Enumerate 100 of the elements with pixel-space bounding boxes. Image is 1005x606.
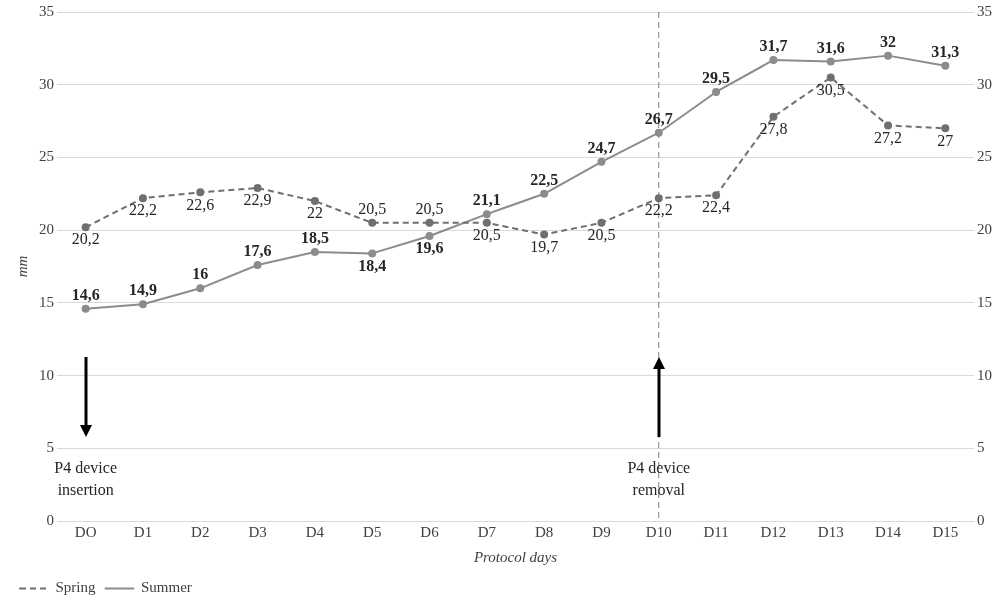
data-label: 29,5 [702, 69, 731, 87]
x-tick-label: D15 [932, 523, 959, 540]
data-label: 20,5 [358, 200, 387, 218]
data-label: 32 [880, 32, 897, 50]
data-label: 27 [937, 131, 954, 149]
data-label: 20,2 [71, 230, 100, 248]
point [941, 124, 950, 133]
data-label: 31,7 [759, 37, 788, 55]
legend-label: Summer [141, 579, 192, 596]
y2-tick-label: 10 [977, 366, 992, 383]
data-label: 17,6 [243, 242, 272, 260]
data-label: 22,2 [644, 201, 673, 219]
y-tick-label: 25 [39, 148, 54, 165]
point [138, 300, 147, 309]
data-label: 22,2 [128, 201, 157, 219]
y-tick-label: 15 [39, 293, 54, 310]
data-label: 27,8 [759, 119, 788, 137]
y-tick-label: 10 [39, 366, 54, 383]
y-tick-label: 30 [39, 75, 54, 92]
y2-tick-label: 0 [977, 511, 985, 528]
point [81, 223, 90, 232]
point [712, 191, 721, 200]
data-label: 19,6 [415, 239, 444, 257]
x-tick-label: D4 [305, 523, 325, 540]
point [826, 57, 835, 66]
y-tick-label: 0 [46, 511, 54, 528]
data-label: 14,9 [128, 281, 157, 299]
y2-tick-label: 15 [977, 293, 992, 310]
point [253, 261, 262, 270]
x-tick-label: D9 [592, 523, 611, 540]
x-tick-label: D1 [133, 523, 153, 540]
annotation: P4 device insertion [54, 459, 117, 499]
data-label: 20,5 [587, 226, 616, 244]
x-tick-label: D10 [645, 523, 672, 540]
point [138, 194, 147, 203]
y2-tick-label: 35 [977, 2, 992, 19]
data-label: 14,6 [71, 285, 100, 303]
y-tick-label: 20 [39, 221, 54, 238]
x-tick-label: D11 [703, 523, 729, 540]
point [712, 87, 721, 96]
x-tick-label: D12 [760, 523, 787, 540]
data-label: 26,7 [644, 109, 673, 127]
data-label: 31,3 [931, 42, 960, 60]
point [769, 112, 778, 121]
point [196, 284, 205, 293]
point [482, 218, 491, 227]
point [540, 189, 549, 198]
y-axis-title: mm [13, 255, 30, 278]
point [196, 188, 205, 197]
point [368, 218, 377, 227]
y2-tick-label: 20 [977, 221, 992, 238]
data-label: 27,2 [874, 128, 903, 146]
data-label: 22,9 [243, 191, 272, 209]
x-tick-label: DO [74, 523, 97, 540]
point [368, 249, 377, 258]
y2-tick-label: 5 [977, 439, 985, 456]
y-tick-label: 5 [46, 439, 54, 456]
data-label: 24,7 [587, 138, 616, 156]
point [826, 73, 835, 82]
x-tick-label: D3 [248, 523, 267, 540]
x-tick-label: D5 [363, 523, 382, 540]
point [769, 55, 778, 64]
point [597, 218, 606, 227]
x-axis-title: Protocol days [472, 548, 558, 565]
point [81, 304, 90, 313]
point [253, 183, 262, 192]
point [482, 210, 491, 219]
data-label: 22,4 [702, 198, 731, 216]
data-label: 21,1 [472, 191, 501, 209]
annotation: P4 device removal [627, 459, 691, 499]
legend-label: Spring [55, 579, 96, 596]
point [310, 247, 319, 256]
data-label: 18,4 [358, 256, 387, 274]
data-label: 22,6 [186, 195, 215, 213]
x-tick-label: D8 [534, 523, 554, 540]
data-label: 31,6 [816, 38, 845, 56]
point [654, 128, 663, 137]
point [540, 230, 549, 239]
point [425, 218, 434, 227]
y2-tick-label: 25 [977, 148, 992, 165]
point [941, 61, 950, 70]
x-tick-label: D14 [875, 523, 902, 540]
data-label: 20,5 [415, 200, 444, 218]
data-label: 19,7 [530, 237, 559, 255]
data-label: 20,5 [472, 226, 501, 244]
x-tick-label: D2 [191, 523, 210, 540]
point [884, 51, 893, 60]
x-tick-label: D6 [420, 523, 440, 540]
x-tick-label: D7 [477, 523, 497, 540]
y-tick-label: 35 [39, 2, 54, 19]
point [310, 197, 319, 206]
point [884, 121, 893, 130]
data-label: 30,5 [816, 80, 845, 98]
data-label: 22 [306, 204, 323, 222]
y2-tick-label: 30 [977, 75, 992, 92]
data-label: 16 [192, 265, 209, 283]
data-label: 22,5 [530, 170, 559, 188]
point [425, 231, 434, 240]
x-tick-label: D13 [817, 523, 844, 540]
data-label: 18,5 [300, 229, 329, 247]
